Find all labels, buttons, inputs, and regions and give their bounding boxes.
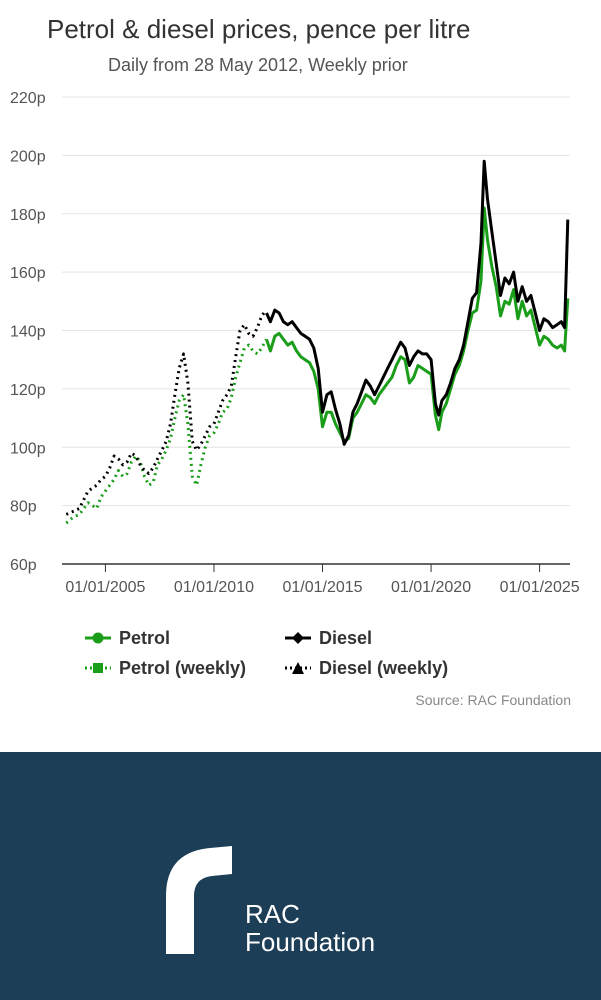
footer-banner (0, 752, 601, 1000)
legend-label-diesel: Diesel (319, 627, 373, 648)
x-axis-ticks: 01/01/2005 01/01/2010 01/01/2015 01/01/2020… (65, 564, 580, 596)
y-tick-label: 220p (10, 90, 46, 107)
petrol-weekly-legend-icon (85, 663, 111, 673)
y-tick-label: 80p (10, 499, 37, 516)
series-line-diesel (265, 159, 570, 446)
series-line-petrol-weekly (65, 338, 268, 525)
legend-item-petrol[interactable]: Petrol (85, 626, 170, 650)
y-axis-ticks: 60p 80p 100p 120p 140p 160p 180p 200p 220p (10, 90, 46, 574)
legend-label-petrol: Petrol (119, 627, 171, 648)
rac-foundation-logo-icon (166, 846, 232, 954)
y-tick-label: 200p (10, 148, 46, 165)
legend-label-diesel-weekly: Diesel (weekly) (319, 657, 449, 678)
gridlines (62, 96, 570, 565)
chart-container: Petrol & diesel prices, pence per litre … (10, 14, 580, 708)
series-line-petrol (265, 206, 570, 443)
x-tick-label: 01/01/2025 (500, 579, 580, 596)
diesel-legend-icon (285, 632, 311, 644)
y-tick-label: 60p (10, 557, 37, 574)
line-chart: 60p 80p 100p 120p 140p 160p 180p 200p 220p 01/01… (10, 90, 580, 596)
logo-line-foundation: Foundation (245, 927, 376, 957)
y-tick-label: 100p (10, 440, 46, 457)
diesel-weekly-legend-icon (285, 662, 311, 674)
logo-text: RAC Foundation (245, 900, 375, 956)
chart-legend: Petrol Diesel Petrol (weekly) Diesel (we… (85, 626, 545, 686)
legend-item-petrol-weekly[interactable]: Petrol (weekly) (85, 656, 246, 680)
legend-item-diesel[interactable]: Diesel (285, 626, 372, 650)
legend-label-petrol-weekly: Petrol (weekly) (119, 657, 247, 678)
x-tick-label: 01/01/2015 (282, 579, 362, 596)
x-tick-label: 01/01/2010 (174, 579, 254, 596)
chart-source: Source: RAC Foundation (415, 692, 571, 708)
x-tick-label: 01/01/2020 (391, 579, 471, 596)
y-tick-label: 180p (10, 207, 46, 224)
logo-line-rac: RAC (245, 899, 300, 929)
x-tick-label: 01/01/2005 (65, 579, 145, 596)
y-tick-label: 160p (10, 265, 46, 282)
series-lines (65, 159, 570, 525)
legend-item-diesel-weekly[interactable]: Diesel (weekly) (285, 656, 448, 680)
chart-subtitle: Daily from 28 May 2012, Weekly prior (108, 55, 408, 75)
series-line-diesel-weekly (65, 309, 268, 516)
y-tick-label: 120p (10, 382, 46, 399)
chart-title: Petrol & diesel prices, pence per litre (47, 14, 471, 44)
y-tick-label: 140p (10, 324, 46, 341)
petrol-legend-icon (85, 632, 111, 644)
